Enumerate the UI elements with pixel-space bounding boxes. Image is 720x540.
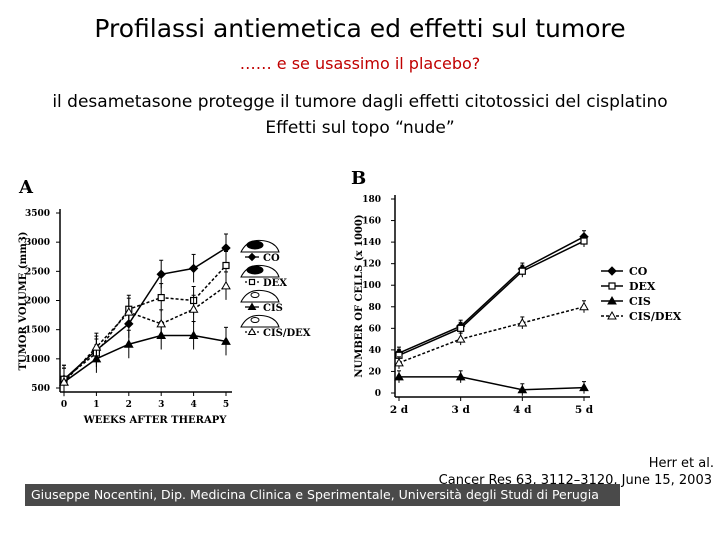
x-tick-label: 5 [223,400,229,410]
x-tick-label: 4 [190,400,196,410]
data-point [222,261,230,270]
legend-marker [247,252,257,262]
legend-marker [248,278,256,286]
series-line [63,264,227,380]
series-line [63,247,227,380]
data-point [221,336,231,345]
mouse-icon [240,289,280,303]
data-point [156,318,167,328]
data-point [91,342,102,351]
y-axis-label: NUMBER OF CELLS (x 1000) [354,214,365,377]
slide-title: Profilassi antiemetica ed effetti sul tu… [94,14,626,43]
legend-marker [608,282,616,290]
y-tick-label: 180 [362,195,381,205]
data-point [123,307,134,316]
citation-author: Herr et al. [648,456,714,471]
y-tick-label: 1000 [25,355,50,365]
data-point [580,237,588,245]
data-point [221,243,231,253]
x-tick-label: 3 [158,400,164,410]
series-line [398,240,585,356]
x-tick-label: 1 [93,400,99,410]
tumor-icon [250,317,260,323]
data-point [156,269,166,279]
y-tick-label: 80 [368,303,381,313]
data-point [455,334,466,343]
data-point [188,263,199,274]
data-point [457,324,465,332]
series-line [398,306,585,364]
data-point [221,280,231,290]
y-tick-label: 20 [368,367,381,377]
legend-marker [247,302,257,310]
data-point [188,304,199,313]
footer-bar: Giuseppe Nocentini, Dip. Medicina Clinic… [25,484,620,506]
y-tick-label: 100 [362,281,381,291]
x-axis-label: WEEKS AFTER THERAPY [83,415,228,426]
data-point [518,267,526,275]
panel-label: B [351,168,366,189]
legend-label: CIS/DEX [629,310,682,323]
legend-marker [607,310,617,320]
figure-panel: A 500 1000 1500 2000 2500 3000 3500 0 1 2 3 4 5 TUMOR … [14,163,706,428]
data-point [579,301,589,311]
series-line [63,334,227,383]
x-tick-label: 4 d [513,404,532,416]
data-point [455,371,466,381]
data-point [394,357,404,367]
data-point [579,382,589,392]
y-tick-label: 120 [362,260,381,270]
x-tick-label: 3 d [452,404,471,416]
data-point [59,377,69,386]
legend-marker [607,295,617,305]
y-tick-label: 3500 [25,209,50,219]
legend-label: DEX [263,278,287,289]
statement-text: il desametasone protegge il tumore dagli… [52,92,668,112]
data-point [517,317,528,327]
legend-label: CIS [629,295,651,308]
y-tick-label: 500 [31,384,50,394]
caption-text: Effetti sul topo “nude” [265,118,455,138]
legend-label: CO [263,253,280,264]
y-tick-label: 1500 [25,326,50,336]
data-point [517,384,528,394]
series-line [63,285,227,383]
x-tick-label: 5 d [575,404,594,416]
y-tick-label: 0 [375,389,381,399]
data-point [394,371,404,381]
y-tick-label: 2000 [25,297,50,307]
x-tick-label: 2 [126,400,132,410]
data-point [188,330,199,339]
panel-label: A [18,177,34,198]
tumor-icon [250,292,260,298]
data-point [123,339,134,348]
slide-subtitle: …… e se usassimo il placebo? [239,54,481,73]
legend-label: CO [629,265,648,278]
legend-marker [607,266,617,276]
y-tick-label: 40 [368,346,381,356]
legend-label: CIS/DEX [263,328,311,339]
x-tick-label: 0 [61,400,67,410]
legend-label: CIS [263,303,283,314]
tumor-icon [246,240,264,250]
mouse-icon [240,314,280,328]
x-tick-label: 2 d [390,404,409,416]
series-line [399,376,585,391]
y-tick-label: 3000 [25,238,50,248]
y-tick-label: 60 [368,324,381,334]
legend-marker [247,327,257,335]
legend-label: DEX [629,280,656,293]
series-line [398,236,585,354]
tumor-icon [246,265,264,275]
y-tick-label: 2500 [25,267,50,277]
data-point [157,293,165,302]
y-axis-label: TUMOR VOLUME (mm3) [18,232,29,371]
y-tick-label: 140 [362,238,381,248]
y-tick-label: 160 [362,217,381,227]
